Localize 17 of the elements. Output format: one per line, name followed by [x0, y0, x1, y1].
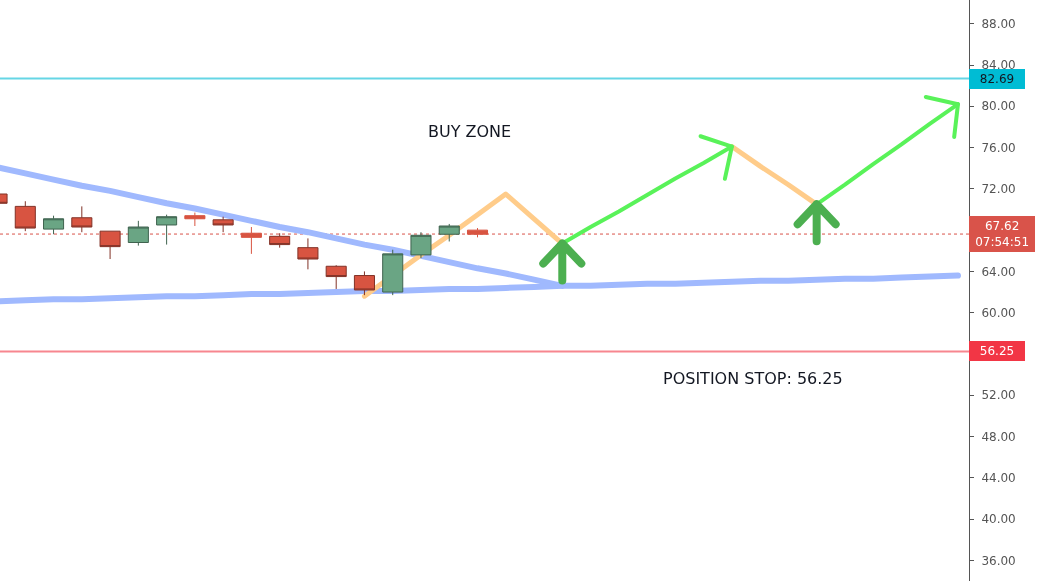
y-tick-label: 36.00: [981, 553, 1016, 568]
y-tick-label: 88.00: [981, 16, 1016, 31]
ref-line-label: 56.25: [979, 344, 1015, 358]
ref-line-label: 67.62 07:54:51: [975, 219, 1030, 249]
annotation: POSITION STOP: 56.25: [663, 369, 843, 388]
ref-line-label: 82.69: [979, 72, 1015, 86]
y-tick-label: 60.00: [981, 305, 1016, 320]
annotation: BUY ZONE: [428, 122, 512, 141]
y-tick-label: 84.00: [981, 58, 1016, 73]
y-tick-label: 76.00: [981, 140, 1016, 155]
y-tick-label: 64.00: [981, 264, 1016, 279]
y-tick-label: 44.00: [981, 471, 1016, 485]
y-tick-label: 72.00: [981, 182, 1016, 197]
y-tick-label: 80.00: [981, 99, 1016, 114]
y-tick-label: 48.00: [981, 429, 1016, 444]
y-tick-label: 52.00: [981, 388, 1016, 403]
y-tick-label: 40.00: [981, 512, 1016, 527]
